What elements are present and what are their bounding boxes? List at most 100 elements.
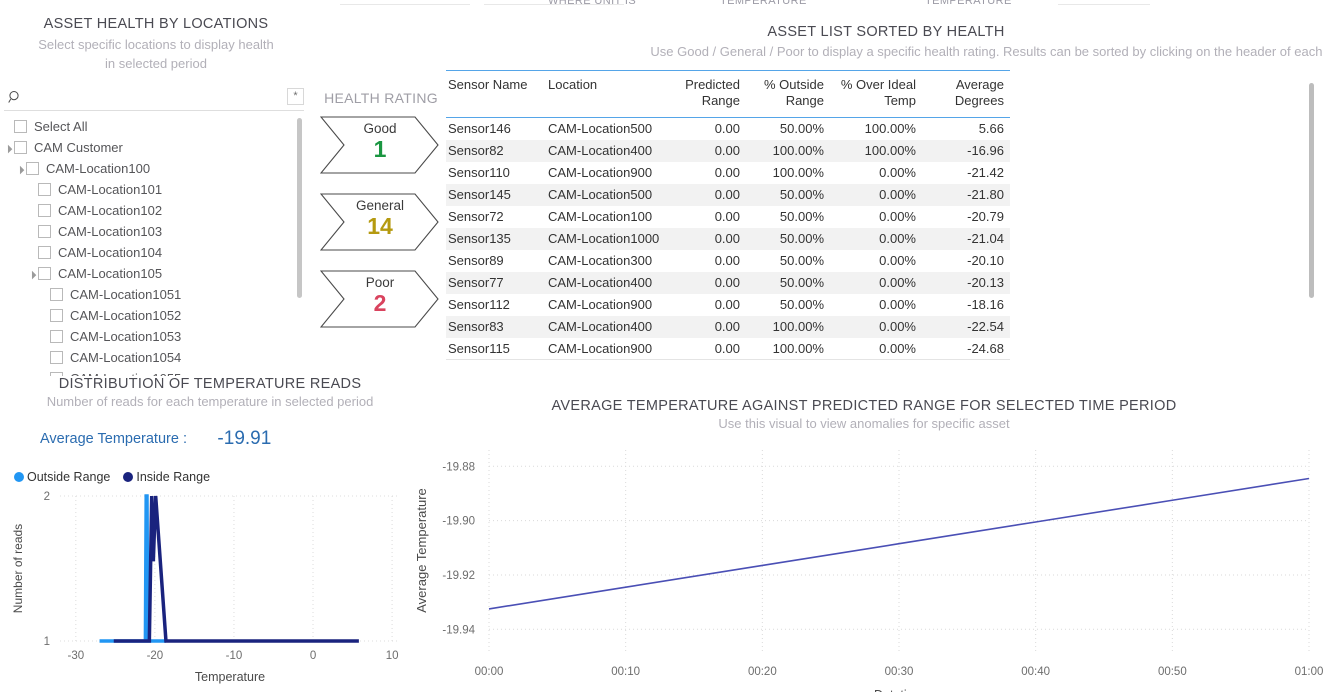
table-cell: -22.54 [967, 319, 1004, 334]
timeseries-chart-svg[interactable]: -19.88 -19.90 -19.92 -19.94 00:00 00:10 00:20 0… [404, 436, 1324, 692]
table-cell: 0.00% [879, 253, 916, 268]
x-tick-label: -10 [226, 650, 243, 662]
table-cell: 50.00% [779, 297, 824, 312]
table-cell: CAM-Location900 [548, 165, 653, 180]
location-checkbox[interactable] [38, 204, 51, 217]
health-card-general[interactable]: General 14 [320, 193, 440, 253]
top-filter-strip: WHERE UNIT IS TEMPERATURE TEMPERATURE [0, 0, 1324, 14]
slicer-search-box[interactable]: * [4, 88, 304, 111]
health-card-poor[interactable]: Poor 2 [320, 270, 440, 330]
table-cell: Sensor135 [448, 231, 511, 246]
chevron-shape [320, 193, 439, 251]
distribution-chart-svg[interactable]: 1 2 -30 -20 -10 0 10 Temperature Number of reads [0, 486, 420, 686]
location-tree-item[interactable]: ◢ CAM-Location100 [4, 158, 304, 179]
location-tree-item[interactable]: CAM-Location104 [4, 242, 304, 263]
asset-list-panel: ASSET LIST SORTED BY HEALTH Use Good / G… [446, 20, 1324, 380]
table-cell: 0.00% [879, 275, 916, 290]
table-header-row[interactable]: Sensor Name Location Predicted Range% Outs… [446, 70, 1010, 118]
location-checkbox[interactable] [38, 183, 51, 196]
health-card-label: General [355, 198, 405, 213]
health-card-good[interactable]: Good 1 [320, 116, 440, 176]
table-cell: 0.00% [879, 187, 916, 202]
health-card-label: Poor [365, 275, 395, 290]
table-header-outside-range[interactable]: % Outside Range [746, 70, 830, 118]
location-checkbox[interactable] [14, 120, 27, 133]
table-row[interactable]: Sensor72 CAM-Location100 0.00 50.00% 0.00% -2… [446, 206, 1010, 228]
series-line-average-temperature[interactable] [488, 477, 1310, 610]
series-line-inside-range[interactable] [113, 495, 359, 643]
x-tick-label: 00:40 [1021, 666, 1050, 678]
location-tree-item[interactable]: CAM-Location103 [4, 221, 304, 242]
x-tick-label: 00:50 [1158, 666, 1187, 678]
asset-health-by-locations-panel: ASSET HEALTH BY LOCATIONS Select specifi… [0, 16, 312, 376]
location-tree-item[interactable]: ◢ CAM-Location105 [4, 263, 304, 284]
table-row[interactable]: Sensor77 CAM-Location400 0.00 50.00% 0.00% -2… [446, 271, 1010, 294]
table-row[interactable]: Sensor115 CAM-Location900 0.00 100.00% 0.00%… [446, 337, 1010, 360]
table-cell: 50.00% [779, 275, 824, 290]
table-row[interactable]: Sensor83 CAM-Location400 0.00 100.00% 0.00% -… [446, 315, 1010, 338]
location-checkbox[interactable] [50, 330, 63, 343]
table-row[interactable]: Sensor110 CAM-Location900 0.00 100.00% 0.00%… [446, 162, 1010, 184]
table-cell: CAM-Location300 [548, 253, 653, 268]
x-tick-label: 10 [386, 650, 399, 662]
location-tree-item[interactable]: CAM-Location1051 [4, 284, 304, 305]
table-row[interactable]: Sensor135 CAM-Location1000 0.00 50.00% 0.00%… [446, 227, 1010, 250]
table-cell: Sensor72 [448, 209, 504, 224]
table-cell: 100.00% [772, 165, 824, 180]
location-tree-item-label: CAM-Location101 [58, 182, 163, 197]
location-checkbox[interactable] [50, 372, 63, 376]
table-cell: -21.04 [967, 231, 1004, 246]
location-checkbox[interactable] [50, 309, 63, 322]
table-row[interactable]: Sensor82 CAM-Location400 0.00 100.00% 100.00… [446, 139, 1010, 162]
slicer-scrollbar-thumb[interactable] [297, 118, 302, 298]
x-tick-label: 00:20 [748, 666, 777, 678]
location-checkbox[interactable] [38, 246, 51, 259]
report-scrollbar-thumb[interactable] [1309, 83, 1314, 298]
table-row[interactable]: Sensor112 CAM-Location900 0.00 50.00% 0.00% -… [446, 294, 1010, 316]
table-header-average-degrees[interactable]: Average Degrees [922, 70, 1010, 118]
location-tree-item[interactable]: CAM-Location102 [4, 200, 304, 221]
location-tree-item-label: CAM-Location103 [58, 224, 163, 239]
location-checkbox[interactable] [14, 141, 27, 154]
location-tree-item[interactable]: CAM-Location1055 [4, 368, 304, 376]
table-header-location[interactable]: Location [546, 70, 674, 118]
location-tree-item[interactable]: CAM-Location101 [4, 179, 304, 200]
table-row[interactable]: Sensor145 CAM-Location500 0.00 50.00% 0.00% -… [446, 183, 1010, 206]
y-tick-label: -19.92 [442, 570, 475, 582]
asset-table[interactable]: Sensor Name Location Predicted Range% Outs… [446, 70, 1010, 360]
location-tree-item[interactable]: CAM-Location1054 [4, 347, 304, 368]
location-tree-item[interactable]: CAM-Location1053 [4, 326, 304, 347]
table-cell: 50.00% [779, 187, 824, 202]
table-body[interactable]: Sensor146 CAM-Location500 0.00 50.00% 100.00… [446, 118, 1010, 360]
table-cell: 0.00 [714, 253, 740, 268]
location-checkbox[interactable] [50, 351, 63, 364]
table-header-predicted-range[interactable]: Predicted Range [674, 70, 746, 118]
location-tree-item[interactable]: ◢ CAM Customer [4, 137, 304, 158]
table-row[interactable]: Sensor146 CAM-Location500 0.00 50.00% 100.00… [446, 118, 1010, 140]
table-cell: 0.00 [714, 121, 740, 136]
location-tree-item-label: CAM-Location105 [58, 266, 163, 281]
table-cell: -24.68 [922, 337, 1010, 360]
location-tree-item[interactable]: Select All [4, 116, 304, 137]
clear-search-icon[interactable]: * [287, 88, 304, 105]
table-cell: Sensor82 [448, 143, 504, 158]
y-tick-label: -19.94 [442, 624, 475, 636]
location-tree-list[interactable]: Select All ◢ CAM Customer ◢ CAM-Location100 C… [4, 116, 304, 376]
table-cell: 0.00 [714, 209, 740, 224]
table-row[interactable]: Sensor89 CAM-Location300 0.00 50.00% 0.00% -2… [446, 250, 1010, 272]
table-cell: 50.00% [779, 253, 824, 268]
y-tick-label: -19.90 [442, 516, 475, 528]
strip-divider [484, 4, 624, 5]
location-tree-item-label: CAM-Location1055 [70, 371, 181, 376]
location-checkbox[interactable] [38, 267, 51, 280]
location-tree-item[interactable]: CAM-Location1052 [4, 305, 304, 326]
table-header-over-ideal-temp[interactable]: % Over Ideal Temp [830, 70, 922, 118]
distribution-legend[interactable]: Outside Range Inside Range [14, 470, 210, 484]
distribution-of-temperature-reads-panel: DISTRIBUTION OF TEMPERATURE READS Number… [0, 376, 420, 692]
location-checkbox[interactable] [38, 225, 51, 238]
location-checkbox[interactable] [26, 162, 39, 175]
table-header-sensor-name[interactable]: Sensor Name [446, 70, 546, 118]
location-checkbox[interactable] [50, 288, 63, 301]
table-cell: Sensor83 [448, 319, 504, 334]
distribution-subtitle: Number of reads for each temperature in … [46, 394, 374, 409]
